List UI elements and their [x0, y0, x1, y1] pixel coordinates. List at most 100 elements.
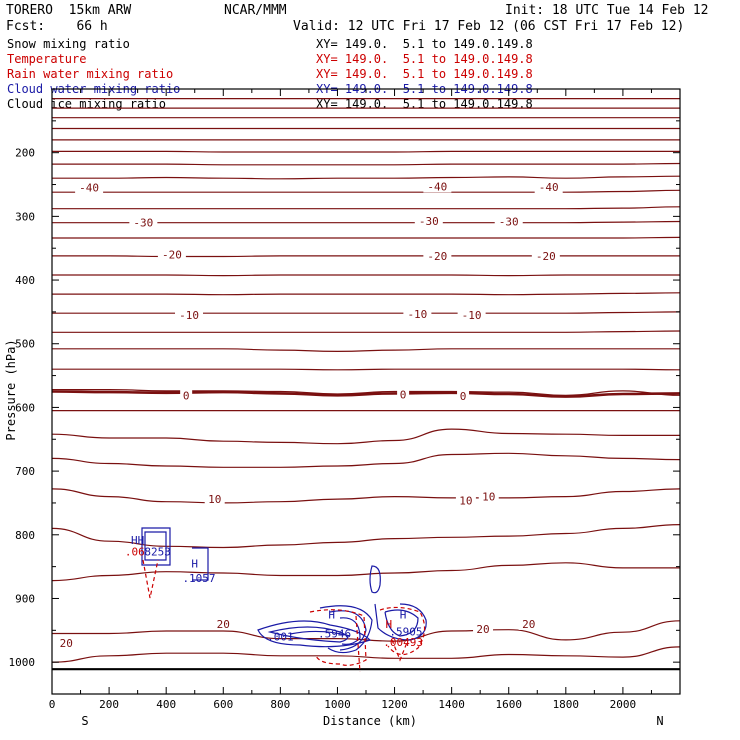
temperature-label-bg	[129, 215, 158, 229]
x-tick-label: 600	[213, 698, 233, 711]
isotherm-line	[51, 274, 680, 277]
moisture-contour	[374, 603, 427, 641]
moisture-label: .5905	[389, 626, 422, 639]
temperature-label: -40	[427, 180, 447, 193]
moisture-contour	[355, 615, 361, 673]
y-tick-label: 400	[15, 274, 35, 287]
temperature-label-bg	[397, 387, 410, 401]
moisture-contour	[142, 559, 159, 599]
moisture-contour	[192, 547, 209, 581]
moisture-contour	[269, 626, 349, 643]
header-init: Init: 18 UTC Tue 14 Feb 12	[505, 3, 709, 18]
x-tick-label: 1600	[495, 698, 522, 711]
header-model: TORERO 15km ARW	[6, 3, 132, 18]
moisture-contour	[391, 639, 409, 662]
temperature-label-bg	[457, 388, 470, 402]
legend-label-rain: Rain water mixing ratio	[7, 67, 174, 81]
temperature-label: -10	[462, 309, 482, 322]
isotherm-line	[52, 292, 681, 296]
y-tick-label: 1000	[9, 656, 36, 669]
moisture-contour	[384, 609, 419, 637]
x-tick-label: 1800	[553, 698, 580, 711]
temperature-label: 0	[400, 389, 407, 402]
temperature-label: -30	[419, 215, 439, 228]
moisture-label: .06	[125, 545, 145, 558]
moisture-contour	[257, 620, 372, 648]
temperature-label-bg	[204, 492, 225, 506]
temperature-label-bg	[403, 306, 432, 320]
y-tick-label: 900	[15, 592, 35, 605]
temperature-label-bg	[75, 180, 104, 194]
moisture-label: H	[191, 557, 198, 570]
temperature-label-bg	[478, 489, 499, 503]
moisture-label: H	[328, 608, 335, 621]
temperature-label-bg	[531, 248, 560, 262]
x-tick-label: 1400	[438, 698, 465, 711]
temperature-label: -30	[133, 217, 153, 230]
x-tick-label: 0	[49, 698, 56, 711]
temperature-label: 20	[217, 618, 230, 631]
moisture-label: 8253	[144, 545, 171, 558]
y-tick-label: 300	[15, 210, 35, 223]
y-tick-label: 500	[15, 338, 35, 351]
moisture-contours	[141, 527, 427, 673]
temperature-label: -10	[179, 309, 199, 322]
y-tick-label: 600	[15, 401, 35, 414]
temperature-label: -30	[499, 215, 519, 228]
isotherm-line	[51, 562, 680, 582]
temperature-labels: -40 -40 -40 -30 -30 -30 -20 -20 -20 -10 -10 -10 0 0 0 1…	[56, 179, 563, 650]
moisture-label: .001	[267, 631, 294, 644]
isotherm-line	[52, 162, 681, 166]
temperature-label: 0	[183, 389, 190, 402]
temperature-label: 10	[459, 494, 472, 507]
temperature-label-bg	[175, 308, 204, 322]
temperature-label-bg	[423, 248, 452, 262]
temperature-label-bg	[518, 616, 539, 630]
isotherm-line	[52, 150, 680, 153]
moisture-contour	[309, 609, 367, 666]
y-axis-title: Pressure (hPa)	[4, 339, 18, 440]
temperature-label-bg	[494, 214, 523, 228]
moisture-label: H	[386, 618, 393, 631]
moisture-contour	[379, 606, 426, 656]
x-end-label-north: N	[656, 714, 663, 728]
temperature-label-bg	[473, 622, 494, 636]
temperature-label-bg	[534, 180, 563, 194]
temperature-label-bg	[56, 636, 77, 650]
moisture-label: .1057	[182, 572, 215, 585]
isotherm-line	[52, 189, 681, 193]
isotherm-line	[51, 220, 681, 224]
x-tick-label: 200	[99, 698, 119, 711]
temperature-label: -10	[407, 308, 427, 321]
isotherm-line	[51, 428, 680, 445]
freezing-level-line	[51, 390, 681, 398]
legend-label-temperature: Temperature	[7, 52, 87, 66]
moisture-contour	[369, 565, 381, 594]
x-tick-label: 800	[270, 698, 290, 711]
moisture-label: H	[400, 608, 407, 621]
x-axis-title: Distance (km)	[323, 714, 417, 728]
isotherm-line	[51, 646, 681, 663]
y-tick-label: 200	[15, 147, 35, 160]
temperature-label: 10	[482, 491, 495, 504]
isotherm-lines	[51, 97, 681, 671]
temperature-label: -20	[427, 250, 447, 263]
temperature-label-bg	[180, 388, 193, 402]
x-tick-label: 1200	[381, 698, 408, 711]
isotherm-line	[52, 620, 681, 642]
isotherm-line	[51, 236, 681, 239]
header-fcst: Fcst: 66 h	[6, 19, 108, 34]
moisture-label: HH	[131, 534, 144, 547]
isotherm-line	[52, 255, 680, 258]
isotherm-line	[51, 389, 681, 396]
x-tick-label: 2000	[610, 698, 637, 711]
temperature-label: 20	[60, 637, 73, 650]
header-valid: Valid: 12 UTC Fri 17 Feb 12 (06 CST Fri …	[293, 19, 685, 34]
isotherm-line	[51, 330, 681, 333]
y-tick-label: 700	[15, 465, 35, 478]
temperature-label: 10	[208, 493, 221, 506]
isotherm-line	[51, 368, 681, 371]
temperature-label: -40	[79, 182, 99, 195]
moisture-contour	[141, 527, 171, 566]
